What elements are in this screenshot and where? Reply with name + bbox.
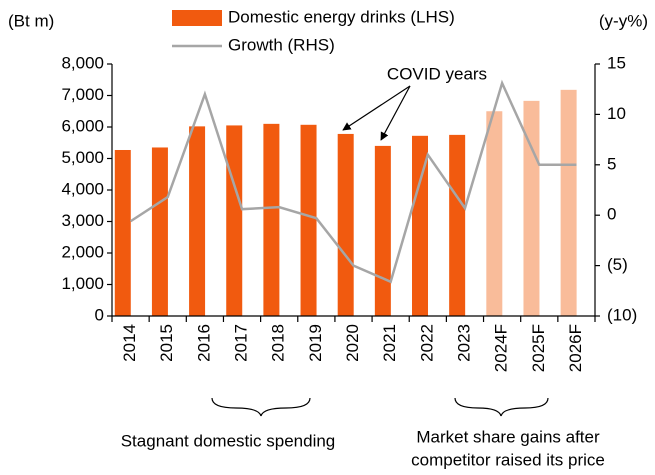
y-tick-label: 4,000 xyxy=(61,179,104,198)
x-tick-label: 2015 xyxy=(157,324,176,362)
arrow xyxy=(342,85,411,131)
x-tick-label: 2017 xyxy=(232,324,251,362)
bar xyxy=(189,126,206,317)
y2-tick-label: 0 xyxy=(607,205,616,224)
legend-label: Growth (RHS) xyxy=(228,35,335,54)
x-tick-label: 2024F xyxy=(492,324,511,372)
x-tick-label: 2022 xyxy=(417,324,436,362)
y-tick-label: 5,000 xyxy=(61,148,104,167)
annotation: Stagnant domestic spending xyxy=(121,431,336,450)
y2-tick-label: 15 xyxy=(607,53,626,72)
x-tick-label: 2026F xyxy=(566,324,585,372)
bar xyxy=(374,145,391,316)
x-tick-label: 2023 xyxy=(454,324,473,362)
annotation: competitor raised its price xyxy=(411,450,605,469)
brace xyxy=(211,397,311,417)
bar xyxy=(412,135,429,316)
line xyxy=(129,79,577,284)
bar xyxy=(560,89,577,316)
x-tick-label: 2014 xyxy=(120,324,139,362)
y2-tick-label: 5 xyxy=(607,154,616,173)
y-tick-label: 7,000 xyxy=(61,85,104,104)
y2-tick-label: 10 xyxy=(607,104,626,123)
y-tick-label: 6,000 xyxy=(61,116,104,135)
y-tick-label: 0 xyxy=(95,305,104,324)
bar xyxy=(226,125,243,316)
bar xyxy=(300,124,317,316)
y-tick-label: 2,000 xyxy=(61,242,104,261)
bar xyxy=(486,111,503,316)
bar xyxy=(337,133,354,316)
y2-axis-label: (y-y%) xyxy=(599,11,648,30)
x-tick-label: 2016 xyxy=(194,324,213,362)
y-tick-label: 3,000 xyxy=(61,211,104,230)
bar xyxy=(263,123,280,316)
annotation: Market share gains after xyxy=(416,427,600,446)
arrow xyxy=(380,85,411,141)
brace xyxy=(454,397,549,417)
y-tick-label: 1,000 xyxy=(61,274,104,293)
x-tick-label: 2018 xyxy=(269,324,288,362)
x-tick-label: 2025F xyxy=(529,324,548,372)
legend-label: Domestic energy drinks (LHS) xyxy=(228,7,455,26)
x-tick-label: 2019 xyxy=(306,324,325,362)
y2-tick-label: (10) xyxy=(607,305,637,324)
bar xyxy=(114,149,131,316)
y-axis-label: (Bt m) xyxy=(8,11,54,30)
y-tick-label: 8,000 xyxy=(61,53,104,72)
legend-swatch xyxy=(172,10,222,26)
bar xyxy=(151,147,168,316)
x-tick-label: 2021 xyxy=(380,324,399,362)
bar xyxy=(449,134,466,316)
y2-tick-label: (5) xyxy=(607,255,628,274)
x-tick-label: 2020 xyxy=(343,324,362,362)
annotation: COVID years xyxy=(387,64,487,83)
